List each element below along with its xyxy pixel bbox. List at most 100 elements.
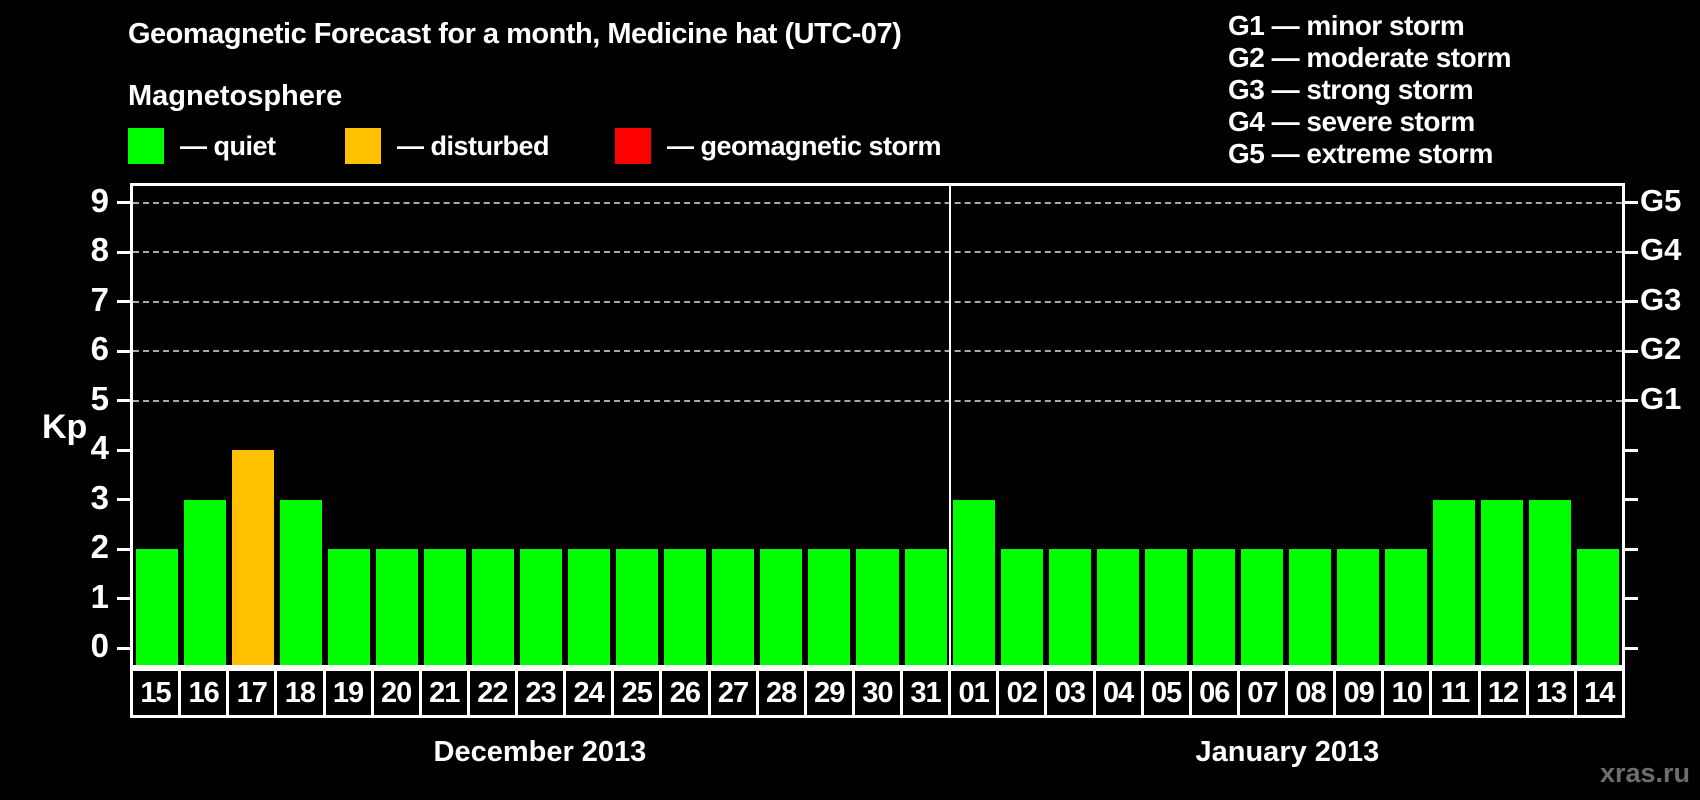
- kp-bar-day-22: [472, 549, 515, 665]
- storm-scale-g4: G4 — severe storm: [1228, 106, 1475, 137]
- left-axis-tick: [117, 399, 130, 402]
- day-label-19: 19: [322, 668, 374, 718]
- right-axis-tick: [1625, 547, 1638, 551]
- day-label-20: 20: [370, 668, 422, 718]
- quiet-color-swatch: [128, 128, 164, 164]
- kp-bar-day-11: [1432, 499, 1475, 665]
- day-label-15: 15: [130, 668, 182, 718]
- day-label-22: 22: [466, 668, 518, 718]
- day-axis: 15 16 17 18 19 20 21 22 23 24 25 26 27 28 29 30 31 01 02 03…: [130, 668, 1625, 718]
- disturbed-label: — disturbed: [397, 130, 550, 161]
- day-label-04: 04: [1092, 668, 1144, 718]
- right-axis-tick: [1625, 597, 1638, 600]
- day-label-24: 24: [563, 668, 615, 718]
- day-label-17: 17: [226, 668, 278, 718]
- right-axis-label-G4: G4: [1640, 232, 1682, 267]
- kp-tick-label: 7: [90, 280, 109, 318]
- legend-item-quiet: — quiet: [128, 128, 276, 164]
- month-labels: December 2013 January 2013: [130, 736, 1625, 769]
- kp-tick-label: 3: [90, 478, 109, 516]
- left-axis-tick: [117, 300, 130, 303]
- kp-axis-label: Kp: [42, 408, 88, 446]
- right-axis-tick: [1625, 448, 1638, 452]
- kp-tick-label: 1: [90, 577, 109, 615]
- kp-bar-day-02: [1000, 549, 1043, 665]
- kp-bar-day-30: [856, 549, 899, 665]
- day-label-25: 25: [611, 668, 663, 718]
- kp-bar-day-21: [424, 549, 467, 665]
- right-axis-label-G3: G3: [1640, 281, 1682, 317]
- kp-bar-day-13: [1528, 499, 1571, 665]
- left-axis-tick: [117, 597, 130, 600]
- day-label-03: 03: [1044, 668, 1096, 718]
- plot-area: G1 G2 G3 G4 G5 0 1 2 3 4 5 6 7 8 9: [91, 182, 1681, 668]
- right-axis-tick: [1625, 646, 1638, 650]
- day-label-16: 16: [178, 668, 230, 718]
- month-label-december: December 2013: [433, 736, 647, 768]
- kp-bar-day-23: [520, 549, 563, 665]
- kp-bar-day-12: [1480, 499, 1523, 665]
- kp-bar-day-28: [760, 549, 803, 665]
- day-label-18: 18: [274, 668, 326, 718]
- day-label-01: 01: [948, 668, 1000, 718]
- day-label-10: 10: [1381, 668, 1433, 718]
- legend-item-disturbed: — disturbed: [345, 128, 550, 164]
- right-axis-label-G1: G1: [1640, 380, 1682, 416]
- day-label-29: 29: [803, 668, 855, 718]
- storm-scale-g1: G1 — minor storm: [1228, 10, 1465, 41]
- day-label-08: 08: [1285, 668, 1337, 718]
- kp-bar-day-31: [904, 549, 947, 665]
- magnetosphere-label: Magnetosphere: [128, 80, 343, 112]
- right-axis-tick: [1625, 498, 1638, 501]
- kp-tick-label: 8: [90, 231, 109, 268]
- day-label-14: 14: [1573, 668, 1625, 718]
- kp-bar-day-04: [1096, 549, 1139, 665]
- kp-bar-day-03: [1048, 549, 1091, 665]
- storm-scale-g5: G5 — extreme storm: [1228, 138, 1493, 169]
- kp-bar-day-18: [280, 499, 323, 665]
- kp-bar-day-15: [136, 549, 179, 665]
- left-axis-tick: [117, 349, 130, 353]
- kp-bar-day-08: [1288, 549, 1331, 665]
- day-label-23: 23: [515, 668, 567, 718]
- gridline-G2: [133, 350, 1622, 352]
- right-axis-tick: [1625, 300, 1638, 303]
- day-label-26: 26: [659, 668, 711, 718]
- left-axis-tick: [117, 201, 130, 204]
- kp-bar-day-07: [1240, 549, 1283, 665]
- kp-bar-day-01: [952, 499, 995, 665]
- day-label-27: 27: [707, 668, 759, 718]
- kp-bar-day-29: [808, 549, 851, 665]
- left-axis-tick: [117, 547, 130, 551]
- left-axis-tick: [117, 448, 130, 452]
- day-label-11: 11: [1429, 668, 1481, 718]
- day-label-09: 09: [1333, 668, 1385, 718]
- legend-item-storm: — geomagnetic storm: [615, 128, 942, 164]
- watermark: xras.ru: [1599, 758, 1690, 788]
- day-label-30: 30: [851, 668, 903, 718]
- kp-bar-day-20: [376, 549, 419, 665]
- kp-bar-day-25: [616, 549, 659, 665]
- left-axis-tick: [117, 498, 130, 501]
- right-axis-tick: [1625, 201, 1638, 204]
- kp-bar-day-14: [1576, 549, 1619, 665]
- storm-scale-g2: G2 — moderate storm: [1228, 42, 1512, 73]
- right-axis-label-G5: G5: [1640, 182, 1682, 218]
- kp-bar-day-24: [568, 549, 611, 665]
- day-label-12: 12: [1477, 668, 1529, 718]
- kp-bar-day-19: [328, 549, 371, 665]
- day-label-21: 21: [418, 668, 470, 718]
- left-axis-tick: [117, 250, 130, 254]
- kp-bar-day-16: [184, 499, 227, 665]
- storm-scale-legend: G1 — minor storm G2 — moderate storm G3 …: [1228, 10, 1512, 170]
- kp-tick-label: 6: [90, 330, 109, 367]
- storm-color-swatch: [615, 128, 651, 164]
- gridline-G1: [133, 399, 1622, 402]
- disturbed-color-swatch: [345, 128, 381, 164]
- gridline-G5: [133, 201, 1622, 204]
- storm-scale-g3: G3 — strong storm: [1228, 74, 1474, 105]
- kp-bar-day-17: [232, 450, 275, 665]
- month-label-january: January 2013: [1195, 736, 1380, 768]
- kp-bar-day-05: [1144, 549, 1187, 665]
- month-divider: [948, 186, 951, 665]
